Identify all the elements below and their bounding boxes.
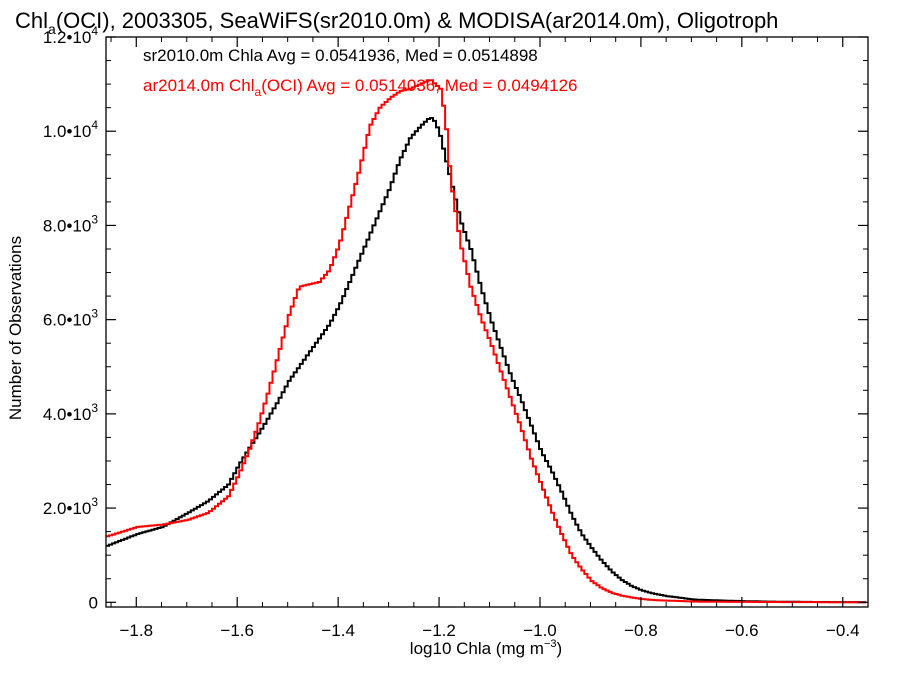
axes-layer [105, 36, 869, 608]
x-tick-label-0: −1.8 [119, 621, 153, 640]
chart-title-subscript: a [48, 21, 56, 37]
x-axis-label-sup: −3 [544, 638, 557, 650]
x-axis-label-main: log10 Chla (mg m [410, 639, 544, 658]
legend-entry-1-sub: a [255, 85, 262, 99]
x-tick-label-2: −1.4 [321, 621, 355, 640]
y-tick-label-1: 2.0•103 [43, 495, 99, 518]
legend-entry-1: ar2014.0m Chla(OCI) Avg = 0.0514036, Med… [143, 76, 578, 99]
series-line-0 [106, 117, 866, 604]
y-axis-label: Number of Observations [6, 236, 25, 420]
y-tick-label-6: 1.2•104 [43, 24, 99, 47]
series-layer [106, 79, 866, 604]
x-tick-label-6: −0.6 [725, 621, 759, 640]
plot-frame [105, 36, 869, 608]
y-tick-label-3: 6.0•103 [43, 307, 99, 330]
x-tick-label-7: −0.4 [826, 621, 860, 640]
x-axis-label: log10 Chla (mg m−3) [410, 638, 562, 658]
y-tick-label-0: 0 [89, 593, 98, 612]
x-tick-label-3: −1.2 [422, 621, 456, 640]
chart-title-rest: (OCI), 2003305, SeaWiFS(sr2010.0m) & MOD… [56, 8, 779, 33]
legend-entry-1-pre: ar2014.0m Chl [143, 76, 255, 95]
y-tick-labels: 0 2.0•103 4.0•103 6.0•103 8.0•103 1.0•104 1.2•… [43, 24, 99, 612]
y-tick-label-4: 8.0•103 [43, 212, 99, 235]
series-line-1 [106, 79, 866, 604]
legend-entry-0-text: sr2010.0m Chla Avg = 0.0541936, Med = 0.… [143, 46, 538, 65]
y-tick-label-2: 4.0•103 [43, 401, 99, 424]
x-tick-label-4: −1.0 [523, 621, 557, 640]
x-tick-label-5: −0.8 [624, 621, 658, 640]
x-axis-label-end: ) [557, 639, 563, 658]
x-tick-labels: −1.8 −1.6 −1.4 −1.2 −1.0 −0.8 −0.6 −0.4 [119, 621, 859, 640]
legend-entry-0: sr2010.0m Chla Avg = 0.0541936, Med = 0.… [143, 46, 538, 65]
x-tick-label-1: −1.6 [220, 621, 254, 640]
y-tick-label-5: 1.0•104 [43, 118, 99, 141]
chart-title: Chla(OCI), 2003305, SeaWiFS(sr2010.0m) &… [15, 8, 778, 37]
chart-title-prefix: Chl [15, 8, 48, 33]
